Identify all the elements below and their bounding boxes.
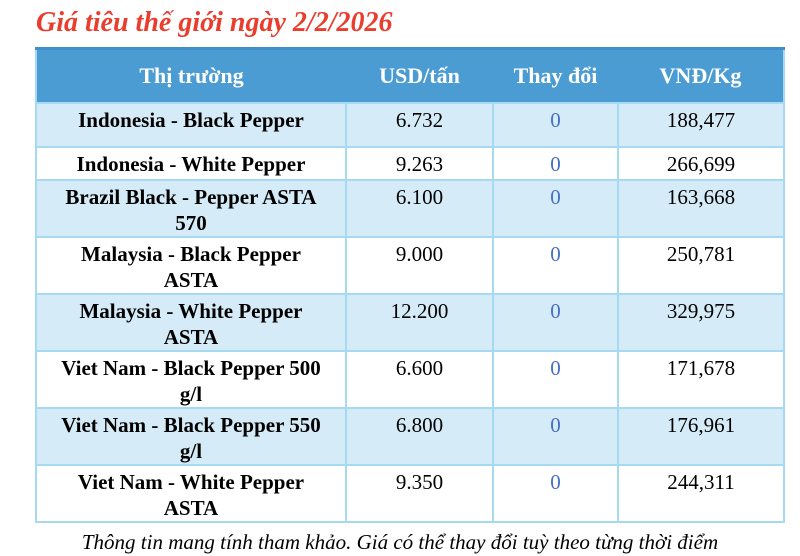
- market-cell: Brazil Black - Pepper ASTA 570: [35, 179, 347, 238]
- vnd-per-kg-cell: 266,699: [617, 146, 785, 181]
- market-cell: Viet Nam - Black Pepper 550 g/l: [35, 407, 347, 466]
- market-cell: Viet Nam - White Pepper ASTA: [35, 464, 347, 523]
- column-header-vnd: VNĐ/Kg: [618, 48, 784, 104]
- usd-per-ton-cell: 9.000: [345, 236, 494, 295]
- table-row: Viet Nam - Black Pepper 500 g/l 6.600 0 …: [35, 350, 785, 409]
- column-header-change: Thay đổi: [493, 48, 618, 104]
- table-row: Malaysia - Black Pepper ASTA 9.000 0 250…: [35, 236, 785, 295]
- vnd-per-kg-cell: 329,975: [617, 293, 785, 352]
- change-cell: 0: [492, 102, 619, 148]
- market-cell: Indonesia - White Pepper: [35, 146, 347, 181]
- market-cell: Indonesia - Black Pepper: [35, 102, 347, 148]
- usd-per-ton-cell: 12.200: [345, 293, 494, 352]
- market-cell: Malaysia - White Pepper ASTA: [35, 293, 347, 352]
- change-cell: 0: [492, 179, 619, 238]
- usd-per-ton-cell: 6.732: [345, 102, 494, 148]
- column-header-market: Thị trường: [36, 48, 346, 104]
- pepper-price-table: Thị trường USD/tấn Thay đổi VNĐ/Kg Indon…: [35, 47, 785, 523]
- vnd-per-kg-cell: 176,961: [617, 407, 785, 466]
- table-row: Malaysia - White Pepper ASTA 12.200 0 32…: [35, 293, 785, 352]
- change-cell: 0: [492, 146, 619, 181]
- usd-per-ton-cell: 9.350: [345, 464, 494, 523]
- usd-per-ton-cell: 6.600: [345, 350, 494, 409]
- vnd-per-kg-cell: 250,781: [617, 236, 785, 295]
- change-cell: 0: [492, 293, 619, 352]
- page-title: Giá tiêu thế giới ngày 2/2/2026: [36, 7, 393, 38]
- vnd-per-kg-cell: 163,668: [617, 179, 785, 238]
- market-cell: Viet Nam - Black Pepper 500 g/l: [35, 350, 347, 409]
- vnd-per-kg-cell: 188,477: [617, 102, 785, 148]
- table-row: Indonesia - Black Pepper 6.732 0 188,477: [35, 102, 785, 148]
- disclaimer-note: Thông tin mang tính tham khảo. Giá có th…: [81, 530, 719, 554]
- column-header-usd: USD/tấn: [346, 48, 493, 104]
- table-row: Indonesia - White Pepper 9.263 0 266,699: [35, 146, 785, 181]
- table-row: Brazil Black - Pepper ASTA 570 6.100 0 1…: [35, 179, 785, 238]
- vnd-per-kg-cell: 171,678: [617, 350, 785, 409]
- change-cell: 0: [492, 236, 619, 295]
- table-row: Viet Nam - Black Pepper 550 g/l 6.800 0 …: [35, 407, 785, 466]
- table-row: Viet Nam - White Pepper ASTA 9.350 0 244…: [35, 464, 785, 523]
- table-header-row: Thị trường USD/tấn Thay đổi VNĐ/Kg: [36, 48, 784, 104]
- usd-per-ton-cell: 9.263: [345, 146, 494, 181]
- usd-per-ton-cell: 6.100: [345, 179, 494, 238]
- change-cell: 0: [492, 464, 619, 523]
- usd-per-ton-cell: 6.800: [345, 407, 494, 466]
- vnd-per-kg-cell: 244,311: [617, 464, 785, 523]
- market-cell: Malaysia - Black Pepper ASTA: [35, 236, 347, 295]
- change-cell: 0: [492, 407, 619, 466]
- change-cell: 0: [492, 350, 619, 409]
